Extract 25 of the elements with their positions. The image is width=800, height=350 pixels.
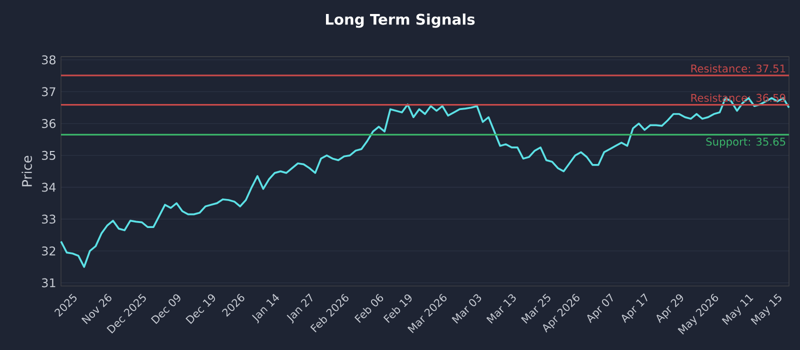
- x-tick-label: Mar 03: [452, 294, 482, 324]
- y-tick-label: 34: [42, 182, 56, 192]
- x-tick-label: Feb 19: [383, 294, 412, 323]
- x-tick-label: Nov 26: [81, 294, 112, 324]
- ref-line-label: Resistance: 36.59: [691, 94, 786, 102]
- y-tick-label: 32: [42, 246, 56, 256]
- x-tick-label: Feb 06: [354, 294, 384, 323]
- chart-title: Long Term Signals: [326, 14, 475, 28]
- y-axis-title: Price: [22, 156, 32, 186]
- y-tick-label: 38: [42, 55, 56, 64]
- ref-line-label: Resistance: 37.51: [691, 64, 786, 73]
- x-tick-label: Apr 17: [622, 293, 648, 324]
- y-tick-label: 37: [42, 87, 56, 96]
- y-tick-label: 31: [42, 278, 56, 288]
- x-tick-label: Jan 14: [252, 294, 280, 324]
- x-tick-label: Apr 29: [656, 294, 683, 324]
- y-tick-label: 35: [42, 150, 56, 160]
- x-tick-label: Dec 19: [186, 294, 215, 324]
- x-tick-label: Mar 13: [486, 294, 516, 324]
- y-tick-label: 33: [42, 214, 56, 224]
- x-tick-label: Apr 07: [587, 293, 613, 324]
- x-tick-label: Jan 27: [286, 293, 312, 324]
- x-tick-label: Dec 09: [150, 294, 180, 324]
- y-tick-label: 36: [42, 119, 56, 128]
- ref-line-label: Support: 35.65: [706, 138, 786, 148]
